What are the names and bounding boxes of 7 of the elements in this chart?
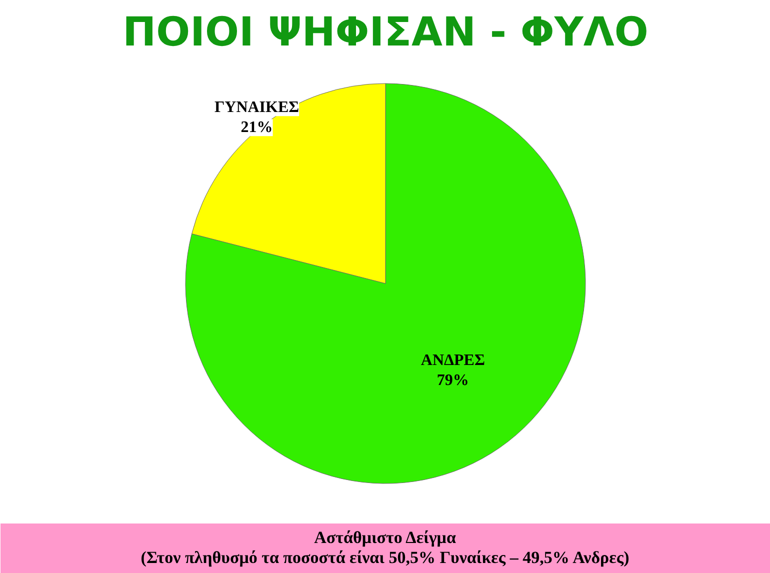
text: (Στον πληθυσμό τα ποσοστά είναι 50,5% Γυναίκες – 49,5% Ανδρες) [140, 548, 630, 567]
slice-label: ΓΥΝΑΙΚΕΣ [214, 99, 300, 116]
data-label: 79% [436, 372, 469, 389]
data-label: 21% [240, 119, 273, 136]
slice-label: ΑΝΔΡΕΣ [420, 352, 485, 369]
chart-title: ΠΟΙΟΙ ΨΗΦΙΣΑΝ - ΦΥΛΟ [122, 10, 648, 56]
text: Αστάθμιστο Δείγμα [314, 528, 456, 547]
